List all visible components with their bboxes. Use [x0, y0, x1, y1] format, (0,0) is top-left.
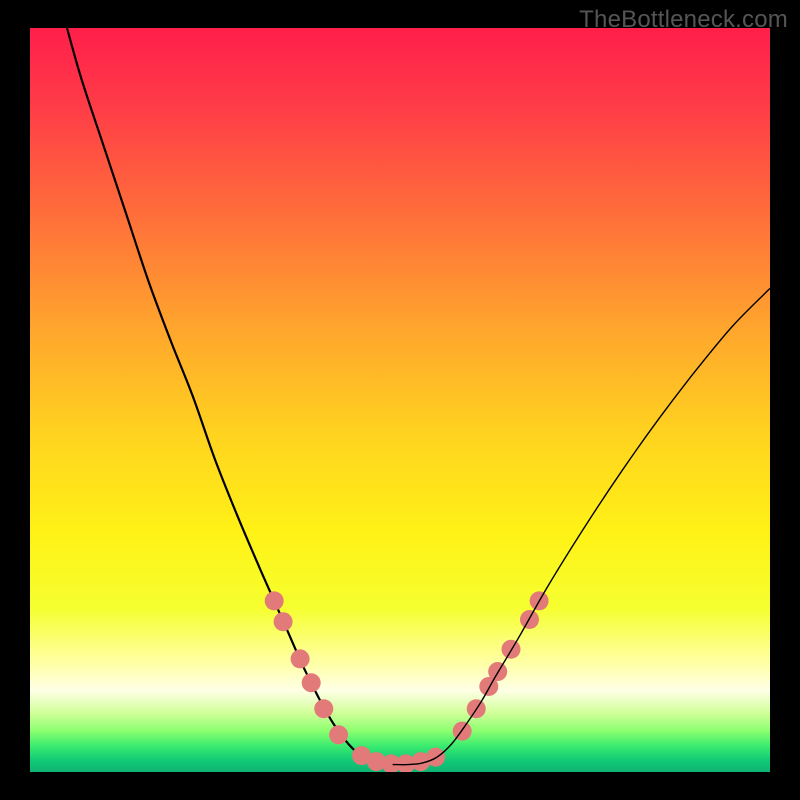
curve-marker	[274, 612, 293, 631]
curve-marker	[302, 673, 321, 692]
curve-marker	[502, 640, 521, 659]
curve-marker	[314, 699, 333, 718]
curve-marker	[265, 591, 284, 610]
curve-marker	[426, 748, 445, 767]
curve-marker	[329, 725, 348, 744]
bottleneck-chart	[30, 28, 770, 772]
chart-background-gradient	[30, 28, 770, 772]
curve-marker	[291, 649, 310, 668]
